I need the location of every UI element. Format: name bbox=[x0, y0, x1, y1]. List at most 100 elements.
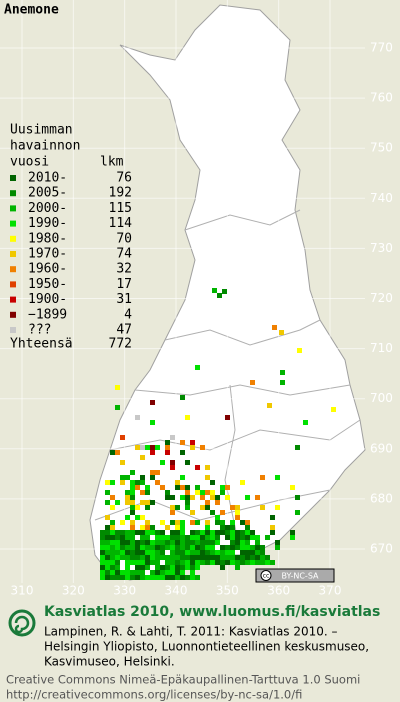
square bbox=[190, 445, 195, 450]
tick-labels: 770 760 750 740 730 720 710 700 690 680 670 310 320 3… bbox=[11, 41, 393, 598]
square bbox=[115, 560, 120, 565]
square bbox=[260, 475, 265, 480]
square bbox=[155, 470, 160, 475]
square bbox=[205, 490, 210, 495]
square bbox=[120, 535, 125, 540]
square bbox=[105, 540, 110, 545]
square bbox=[130, 505, 135, 510]
square bbox=[215, 560, 220, 565]
square bbox=[225, 545, 230, 550]
square bbox=[140, 555, 145, 560]
square bbox=[195, 565, 200, 570]
square bbox=[230, 540, 235, 545]
square bbox=[240, 480, 245, 485]
legend-swatch bbox=[10, 220, 16, 227]
square bbox=[250, 550, 255, 555]
legend-count: 115 bbox=[109, 201, 132, 216]
square bbox=[220, 525, 225, 530]
square bbox=[150, 400, 155, 405]
square bbox=[195, 485, 200, 490]
square bbox=[240, 520, 245, 525]
square bbox=[175, 565, 180, 570]
legend-count: 17 bbox=[116, 277, 132, 292]
square bbox=[175, 545, 180, 550]
square bbox=[165, 570, 170, 575]
square bbox=[220, 545, 225, 550]
square bbox=[230, 525, 235, 530]
square bbox=[125, 500, 130, 505]
square bbox=[110, 520, 115, 525]
square bbox=[200, 495, 205, 500]
square bbox=[140, 490, 145, 495]
legend-swatch bbox=[10, 205, 16, 212]
square bbox=[190, 545, 195, 550]
square bbox=[140, 525, 145, 530]
square bbox=[130, 510, 135, 515]
square bbox=[150, 445, 155, 450]
square bbox=[255, 535, 260, 540]
square bbox=[180, 475, 185, 480]
square bbox=[170, 535, 175, 540]
x-tick-label: 360 bbox=[267, 584, 290, 598]
legend-count: 70 bbox=[116, 231, 132, 246]
square bbox=[120, 460, 125, 465]
square bbox=[295, 495, 300, 500]
square bbox=[235, 565, 240, 570]
legend-total: 772 bbox=[109, 337, 132, 352]
square bbox=[135, 565, 140, 570]
square bbox=[170, 530, 175, 535]
legend-swatch bbox=[10, 327, 16, 333]
square bbox=[200, 545, 205, 550]
square bbox=[185, 575, 190, 580]
square bbox=[160, 575, 165, 580]
square bbox=[245, 495, 250, 500]
square bbox=[150, 570, 155, 575]
square bbox=[235, 505, 240, 510]
square bbox=[155, 530, 160, 535]
square bbox=[215, 520, 220, 525]
square bbox=[255, 560, 260, 565]
square bbox=[105, 535, 110, 540]
square bbox=[180, 570, 185, 575]
square bbox=[100, 560, 105, 565]
legend-swatch bbox=[10, 266, 16, 273]
occurrence-squares bbox=[100, 288, 336, 580]
square bbox=[125, 565, 130, 570]
square bbox=[105, 545, 110, 550]
square bbox=[267, 403, 272, 408]
square bbox=[245, 560, 250, 565]
square bbox=[195, 535, 200, 540]
square bbox=[185, 485, 190, 490]
square bbox=[175, 535, 180, 540]
square bbox=[205, 475, 210, 480]
legend-label: 1900- bbox=[28, 292, 67, 307]
legend-label: 1970- bbox=[28, 247, 67, 262]
square bbox=[135, 485, 140, 490]
square bbox=[180, 495, 185, 500]
square bbox=[195, 465, 200, 470]
square bbox=[225, 495, 230, 500]
square bbox=[240, 545, 245, 550]
square bbox=[175, 485, 180, 490]
square bbox=[160, 545, 165, 550]
square bbox=[165, 560, 170, 565]
square bbox=[130, 560, 135, 565]
square bbox=[130, 570, 135, 575]
square bbox=[205, 465, 210, 470]
square bbox=[165, 575, 170, 580]
square bbox=[135, 575, 140, 580]
square bbox=[175, 560, 180, 565]
square bbox=[135, 555, 140, 560]
square bbox=[260, 545, 265, 550]
square bbox=[160, 485, 165, 490]
square bbox=[230, 530, 235, 535]
square bbox=[190, 530, 195, 535]
square bbox=[220, 510, 225, 515]
square bbox=[185, 550, 190, 555]
legend-count: 4 bbox=[124, 307, 132, 322]
square bbox=[297, 348, 302, 353]
square bbox=[185, 540, 190, 545]
square bbox=[125, 540, 130, 545]
square bbox=[130, 490, 135, 495]
square bbox=[115, 450, 120, 455]
